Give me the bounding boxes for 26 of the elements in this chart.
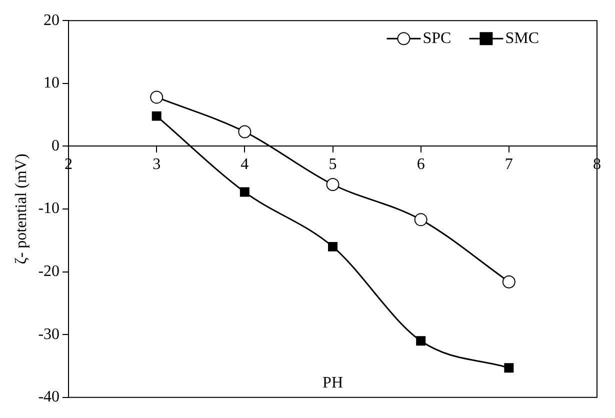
- y-tick-label: 10: [44, 74, 60, 92]
- point: [238, 125, 252, 138]
- point: [328, 242, 338, 252]
- y-tick-label: -30: [38, 326, 60, 343]
- legend-label: SMC: [505, 30, 539, 47]
- y-tick-label: 0: [52, 137, 60, 154]
- point: [240, 187, 250, 197]
- x-tick-label: 5: [328, 156, 337, 174]
- x-tick-label: 4: [240, 156, 249, 174]
- x-tick-label: 6: [416, 156, 425, 174]
- point: [150, 90, 164, 104]
- point: [326, 178, 340, 192]
- legend-label: SPC: [422, 30, 452, 47]
- point: [502, 275, 516, 288]
- point: [416, 336, 426, 346]
- x-tick-label: 7: [504, 156, 513, 174]
- y-tick-label: -20: [38, 263, 60, 280]
- y-tick-label: 20: [44, 12, 60, 29]
- y-tick-label: -40: [38, 388, 60, 406]
- x-tick-label: 3: [152, 156, 161, 174]
- point: [414, 213, 428, 226]
- y-tick-label: -10: [38, 200, 60, 218]
- y-axis-title: ζ- potential (mV): [12, 154, 30, 264]
- point: [504, 363, 514, 373]
- point: [152, 111, 162, 121]
- x-axis-title: PH: [322, 374, 344, 392]
